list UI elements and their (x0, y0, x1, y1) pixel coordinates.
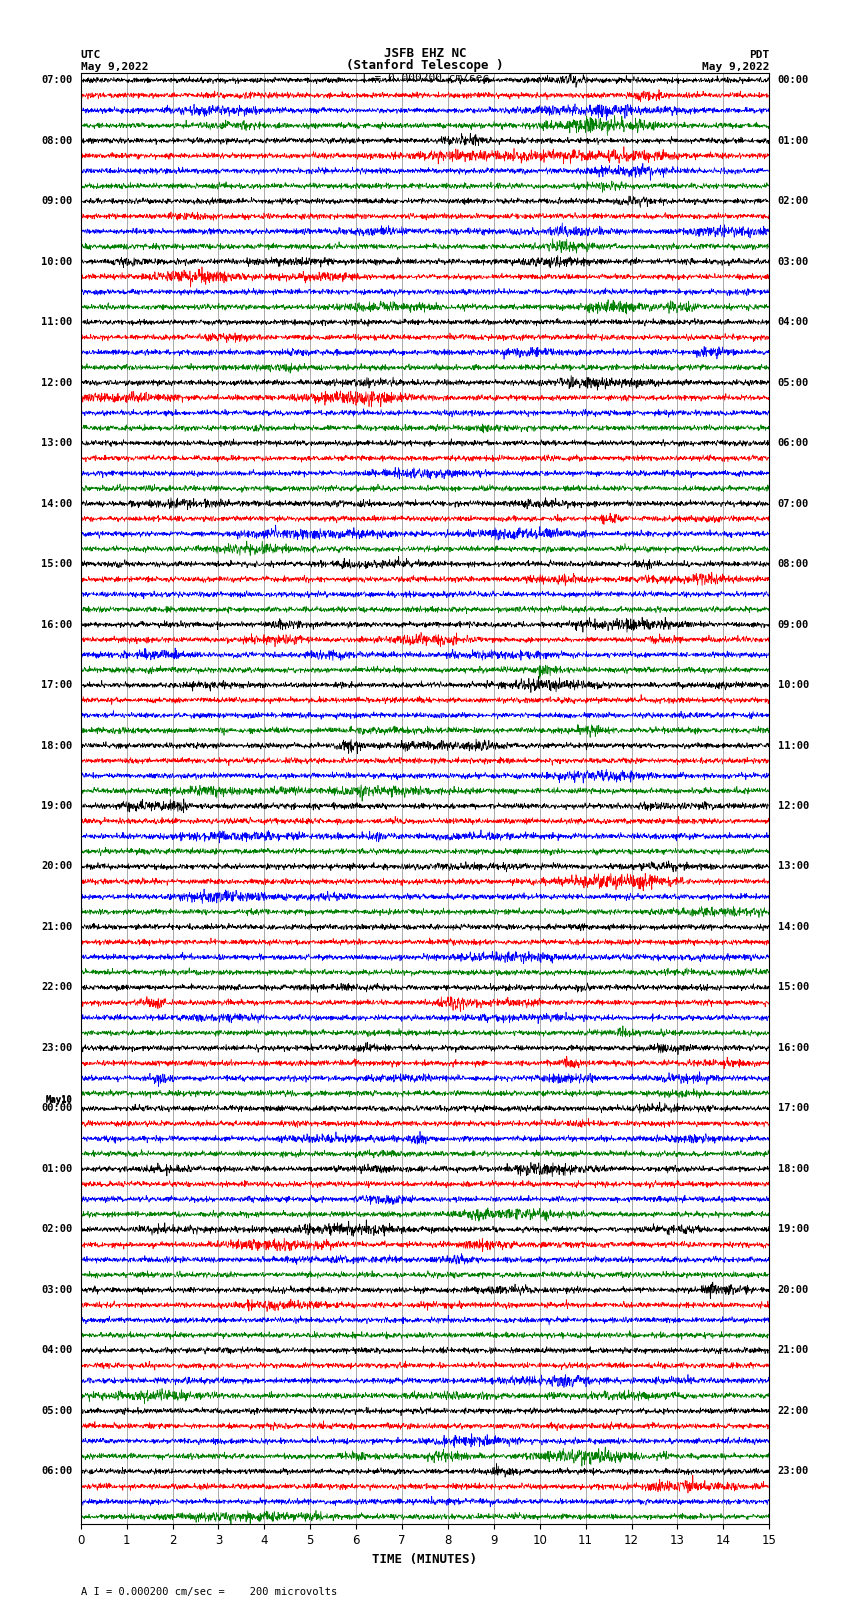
Text: 21:00: 21:00 (42, 923, 72, 932)
Text: 21:00: 21:00 (778, 1345, 808, 1355)
Text: 01:00: 01:00 (42, 1165, 72, 1174)
Text: 05:00: 05:00 (778, 377, 808, 387)
Text: May10: May10 (46, 1095, 72, 1103)
Text: JSFB EHZ NC: JSFB EHZ NC (383, 47, 467, 60)
Text: 04:00: 04:00 (778, 318, 808, 327)
Text: 17:00: 17:00 (778, 1103, 808, 1113)
Text: 18:00: 18:00 (778, 1165, 808, 1174)
Text: 11:00: 11:00 (42, 318, 72, 327)
Text: 22:00: 22:00 (42, 982, 72, 992)
Text: 14:00: 14:00 (42, 498, 72, 508)
Text: 00:00: 00:00 (778, 76, 808, 85)
Text: 20:00: 20:00 (778, 1286, 808, 1295)
Text: 23:00: 23:00 (778, 1466, 808, 1476)
Text: 07:00: 07:00 (778, 498, 808, 508)
Text: 20:00: 20:00 (42, 861, 72, 871)
Text: 09:00: 09:00 (778, 619, 808, 629)
Text: 14:00: 14:00 (778, 923, 808, 932)
Text: 17:00: 17:00 (42, 681, 72, 690)
Text: 02:00: 02:00 (42, 1224, 72, 1234)
Text: May 9,2022: May 9,2022 (81, 61, 148, 71)
Text: PDT: PDT (749, 50, 769, 60)
Text: 19:00: 19:00 (42, 802, 72, 811)
Text: 08:00: 08:00 (778, 560, 808, 569)
Text: 23:00: 23:00 (42, 1044, 72, 1053)
Text: 00:00: 00:00 (42, 1103, 72, 1113)
Text: 01:00: 01:00 (778, 135, 808, 145)
Text: 10:00: 10:00 (778, 681, 808, 690)
Text: 03:00: 03:00 (778, 256, 808, 266)
Text: 22:00: 22:00 (778, 1407, 808, 1416)
Text: 11:00: 11:00 (778, 740, 808, 750)
Text: 13:00: 13:00 (778, 861, 808, 871)
Text: May 9,2022: May 9,2022 (702, 61, 769, 71)
Text: 15:00: 15:00 (778, 982, 808, 992)
Text: 10:00: 10:00 (42, 256, 72, 266)
Text: 19:00: 19:00 (778, 1224, 808, 1234)
Text: 06:00: 06:00 (778, 439, 808, 448)
Text: 05:00: 05:00 (42, 1407, 72, 1416)
Text: (Stanford Telescope ): (Stanford Telescope ) (346, 58, 504, 71)
Text: 09:00: 09:00 (42, 197, 72, 206)
Text: 04:00: 04:00 (42, 1345, 72, 1355)
Text: 07:00: 07:00 (42, 76, 72, 85)
Text: 08:00: 08:00 (42, 135, 72, 145)
Text: 02:00: 02:00 (778, 197, 808, 206)
Text: A I = 0.000200 cm/sec =    200 microvolts: A I = 0.000200 cm/sec = 200 microvolts (81, 1587, 337, 1597)
Text: 18:00: 18:00 (42, 740, 72, 750)
Text: I = 0.000200 cm/sec: I = 0.000200 cm/sec (361, 73, 489, 84)
Text: 15:00: 15:00 (42, 560, 72, 569)
Text: 06:00: 06:00 (42, 1466, 72, 1476)
Text: 12:00: 12:00 (42, 377, 72, 387)
Text: May10: May10 (46, 1095, 72, 1105)
Text: 16:00: 16:00 (42, 619, 72, 629)
Text: 13:00: 13:00 (42, 439, 72, 448)
X-axis label: TIME (MINUTES): TIME (MINUTES) (372, 1553, 478, 1566)
Text: 16:00: 16:00 (778, 1044, 808, 1053)
Text: 12:00: 12:00 (778, 802, 808, 811)
Text: 03:00: 03:00 (42, 1286, 72, 1295)
Text: UTC: UTC (81, 50, 101, 60)
